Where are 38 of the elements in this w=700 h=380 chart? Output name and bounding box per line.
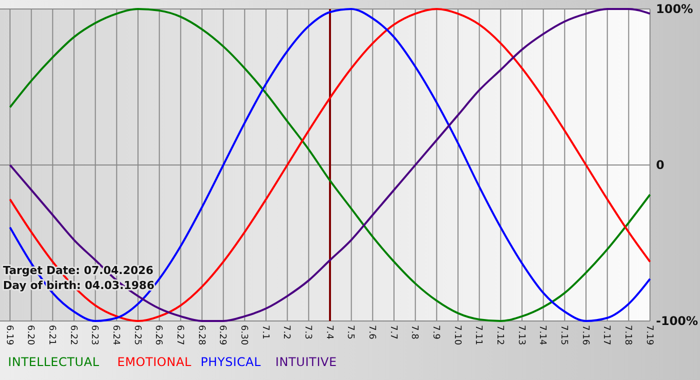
x-tick-label: 7.12 [494, 325, 505, 346]
x-tick-label: 7.14 [537, 325, 548, 346]
x-tick-label: 7.19 [644, 325, 654, 346]
x-tick-label: 7.8 [409, 325, 420, 340]
x-tick-label: 7.15 [558, 325, 569, 346]
x-tick-label: 6.27 [174, 325, 185, 346]
x-tick-label: 7.18 [622, 325, 633, 346]
x-tick-label: 7.16 [580, 325, 590, 346]
x-tick-label: 7.6 [366, 325, 377, 340]
x-tick-label: 6.24 [110, 325, 121, 346]
x-tick-label: 6.30 [238, 325, 249, 346]
x-tick-label: 6.23 [89, 325, 100, 346]
x-tick-label: 6.20 [25, 325, 36, 346]
x-tick-label: 6.22 [68, 325, 78, 346]
y-tick-label: 100% [656, 2, 694, 16]
x-tick-label: 7.10 [452, 325, 462, 346]
text: EMOTIONAL [117, 355, 192, 369]
x-tick-label: 7.5 [345, 325, 356, 340]
x-tick-label: 7.13 [516, 325, 526, 346]
x-tick-label: 6.25 [132, 325, 142, 346]
x-tick-label: 6.21 [46, 325, 57, 346]
text: PHYSICAL [200, 355, 262, 369]
x-tick-label: 7.11 [473, 325, 484, 346]
x-tick-label: 6.28 [196, 325, 206, 346]
x-tick-label: 6.19 [4, 325, 14, 346]
x-tick-label: 7.9 [430, 325, 441, 340]
text: INTUITIVE [275, 355, 337, 369]
x-tick-label: 7.1 [260, 325, 270, 340]
x-tick-label: 7.2 [281, 325, 292, 340]
y-tick-label: -100% [656, 314, 698, 328]
x-tick-label: 7.3 [302, 325, 313, 340]
text: INTELLECTUAL [8, 355, 100, 369]
x-tick-label: 7.4 [324, 325, 334, 340]
x-tick-label: 6.26 [153, 325, 164, 346]
x-tick-label: 7.7 [388, 325, 398, 340]
x-tick-label: 7.17 [601, 325, 612, 346]
y-tick-label: 0 [656, 158, 664, 172]
x-tick-label: 6.29 [217, 325, 228, 346]
